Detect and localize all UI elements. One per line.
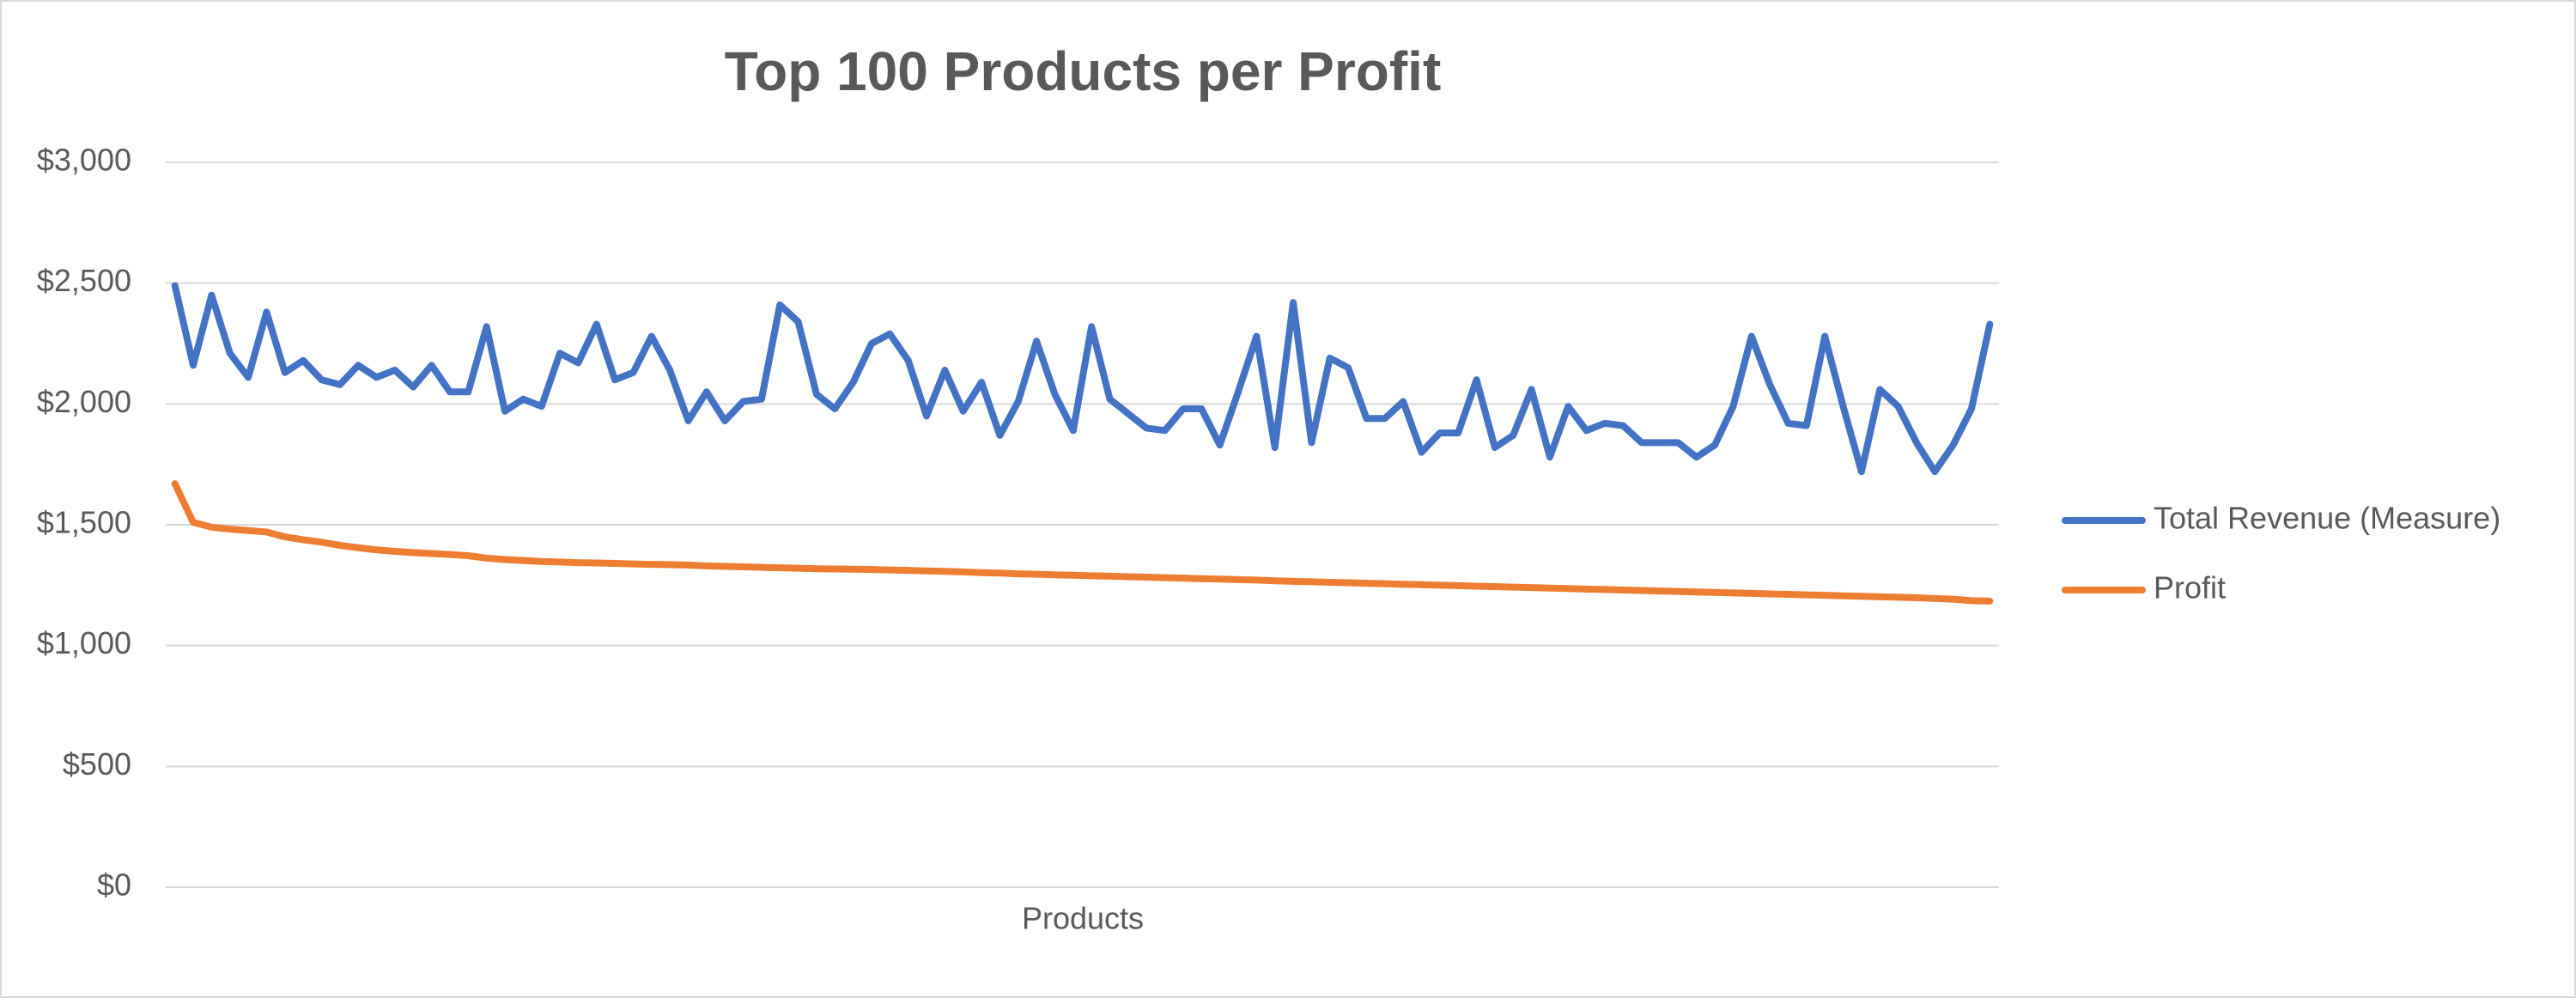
y-tick-label: $2,000 [37,384,131,419]
y-tick-label: $1,000 [37,625,131,660]
series-line [171,480,1994,605]
series-line [171,282,1994,476]
legend-label: Total Revenue (Measure) [2154,501,2500,536]
y-tick-label: $0 [97,867,131,903]
y-tick-label: $2,500 [37,263,131,298]
y-tick-label: $500 [63,746,131,782]
y-tick-label: $3,000 [37,143,131,178]
x-axis-label: Products [1022,901,1144,936]
chart-title: Top 100 Products per Profit [725,40,1442,102]
legend-label: Profit [2154,570,2226,605]
y-tick-label: $1,500 [37,505,131,540]
